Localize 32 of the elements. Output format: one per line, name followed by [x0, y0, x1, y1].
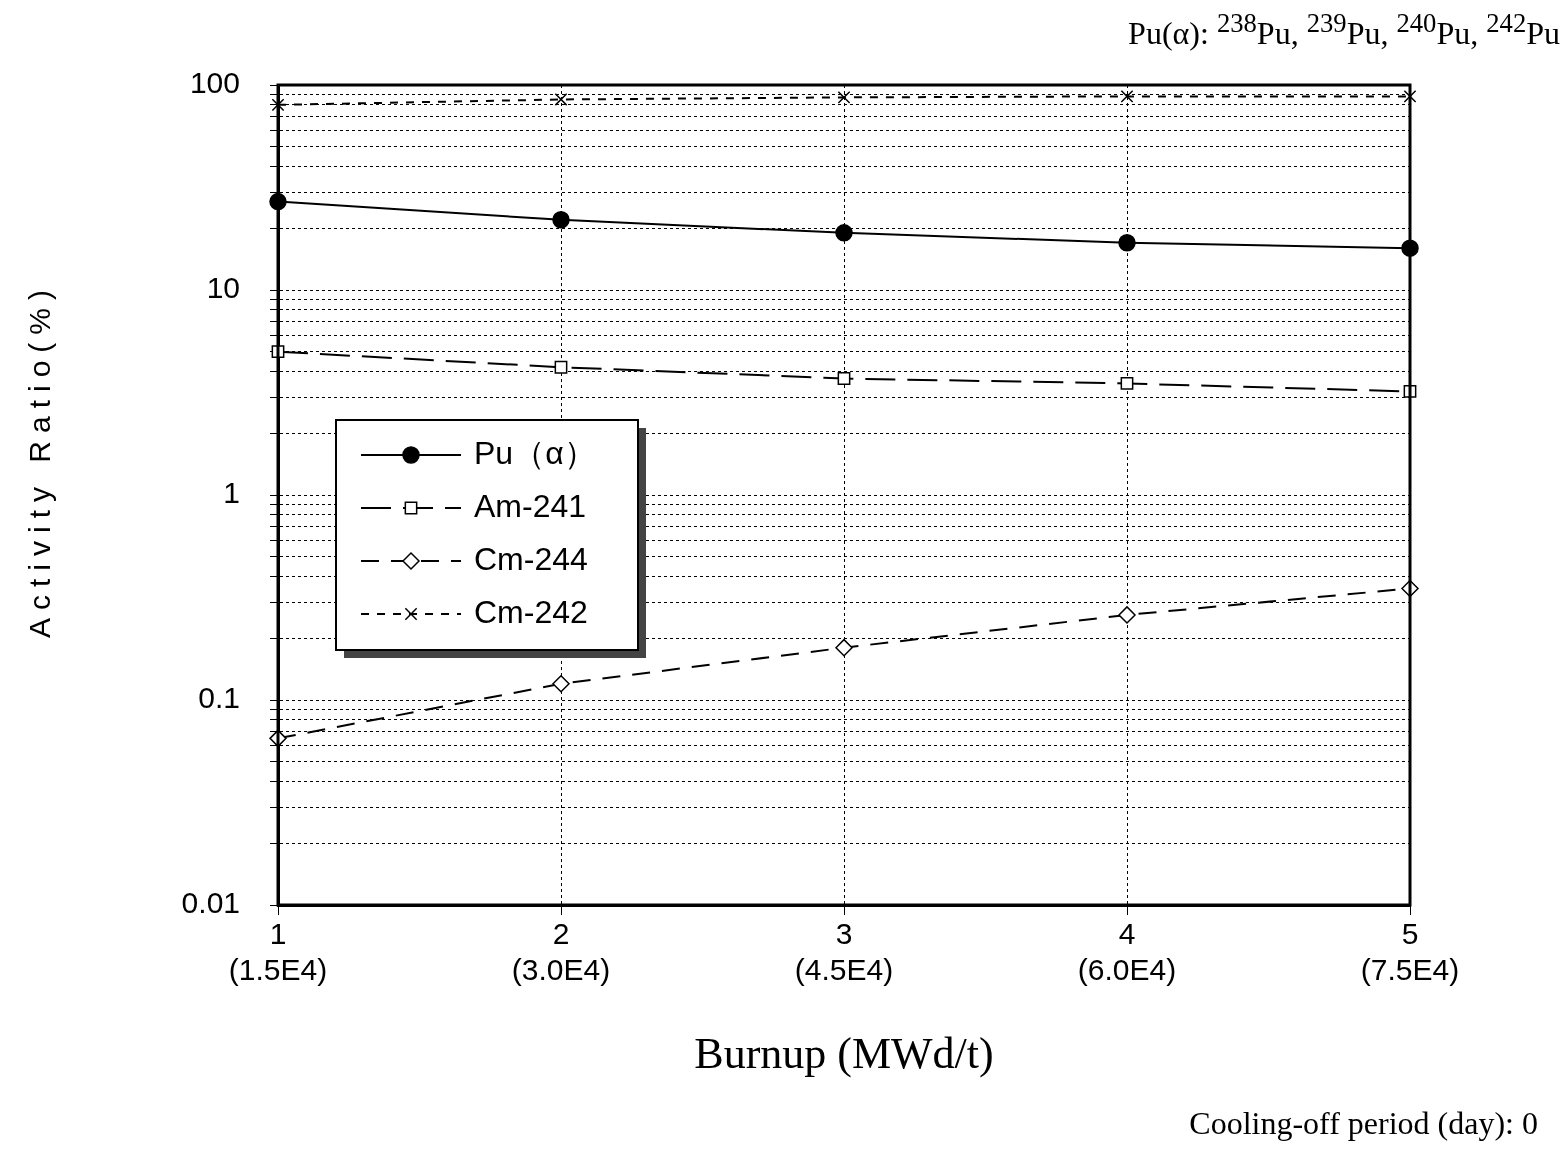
- text: Pu(α): $^{238}$Pu, $^{239}$Pu, $^{240}$Pu, $^{242}$Pu: [1128, 8, 1560, 51]
- legend-label: Pu（α）: [474, 434, 596, 471]
- y-tick-label: 0.01: [181, 886, 240, 920]
- point: [835, 224, 853, 242]
- x-tick-label: 4 (6.0E4): [1077, 917, 1177, 987]
- text: Cooling-off period (day): 0: [1189, 1105, 1538, 1142]
- x-tick-label: 2 (3.0E4): [511, 917, 611, 987]
- x-tick-label: 3 (4.5E4): [794, 917, 894, 987]
- y-axis-title: Activity Ratio(%): [23, 281, 57, 639]
- legend-label: Cm-242: [474, 593, 588, 630]
- point: [1120, 377, 1134, 390]
- x-axis-title: Burnup (MWd/t): [693, 1028, 995, 1079]
- point: [1118, 234, 1136, 252]
- x-tick-label: 5 (7.5E4): [1360, 917, 1460, 987]
- y-tick-label: 100: [189, 66, 240, 100]
- point: [552, 675, 570, 693]
- point: [552, 211, 570, 229]
- point: [271, 98, 285, 112]
- point: [1118, 606, 1136, 624]
- y-tick-label: 0.1: [198, 681, 240, 715]
- point: [835, 638, 853, 657]
- y-tick-label: 1: [223, 476, 240, 510]
- point: [837, 90, 851, 104]
- point: [554, 360, 568, 374]
- y-tick-label: 10: [206, 271, 240, 305]
- point: [1120, 89, 1134, 103]
- legend-label: Cm-244: [474, 540, 588, 577]
- point: [1403, 89, 1417, 103]
- point: [837, 372, 851, 385]
- x-tick-label: 1 (1.5E4): [228, 917, 328, 987]
- point: [554, 93, 568, 106]
- legend-label: Am-241: [474, 487, 587, 524]
